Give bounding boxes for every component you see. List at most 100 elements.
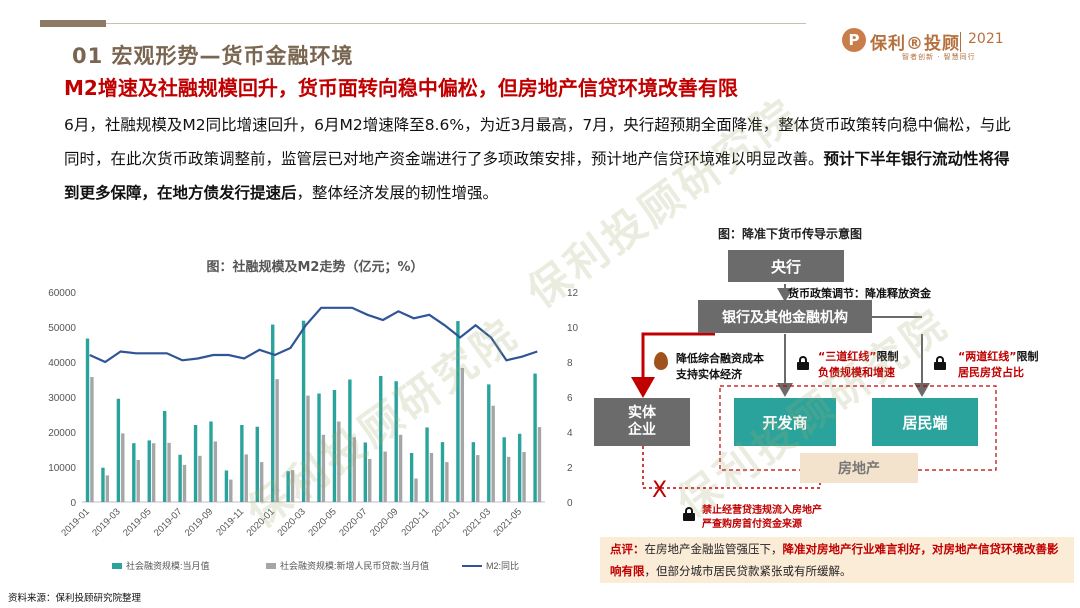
bar-social-financing — [271, 324, 275, 502]
bar-new-rmb-loans — [337, 421, 341, 502]
bar-social-financing — [456, 321, 460, 502]
policy-label: 货币政策调节：降准释放资金 — [788, 287, 931, 300]
y-left-tick-label: 60000 — [48, 288, 76, 299]
comment-box: 点评：在房地产金融监管强压下，降准对房地产行业难言利好，对房地产信贷环境改善影响… — [600, 537, 1074, 583]
entity-line1: 实体 — [628, 405, 656, 421]
legend-label: M2:同比 — [486, 560, 519, 571]
bar-new-rmb-loans — [213, 441, 218, 502]
line-m2-yoy — [89, 306, 538, 364]
body-text-1: 6月，社融规模及M2同比增速回升，6月M2增速降至8.6%，为近3月最高，7月，… — [64, 116, 1011, 168]
bar-social-financing — [425, 427, 429, 502]
arrow-banks-to-entity — [631, 332, 715, 398]
real-estate-box: 房地产 — [800, 453, 918, 483]
bar-new-rmb-loans — [398, 434, 403, 502]
bar-social-financing — [286, 471, 290, 502]
headline: M2增速及社融规模回升，货币面转向稳中偏松，但房地产信贷环境改善有限 — [64, 76, 738, 100]
legend-label: 社会融资规模:当月值 — [126, 560, 210, 571]
bar-new-rmb-loans — [414, 478, 418, 502]
bar-social-financing — [132, 443, 136, 502]
entity-box: 实体 企业 — [594, 398, 690, 446]
bar-new-rmb-loans — [167, 442, 171, 502]
brand-slogan: 智者创新 · 智慧同行 — [902, 53, 976, 61]
bar-social-financing — [209, 421, 213, 502]
y-left-tick-label: 20000 — [48, 428, 76, 439]
bar-social-financing — [147, 440, 151, 502]
bar-social-financing — [301, 320, 306, 502]
bar-social-financing — [85, 338, 90, 502]
banks-box: 银行及其他金融机构 — [698, 300, 872, 333]
bar-new-rmb-loans — [445, 462, 449, 502]
two-red-lines-label: “两道红线”限制 — [958, 348, 1038, 364]
two-red-rest: 限制 — [1016, 350, 1039, 363]
bar-new-rmb-loans — [121, 433, 125, 502]
bar-new-rmb-loans — [522, 451, 526, 502]
y-right-tick-label: 8 — [567, 358, 573, 369]
y-right-tick-label: 2 — [567, 463, 573, 474]
y-right-tick-label: 0 — [567, 498, 573, 509]
bar-new-rmb-loans — [290, 470, 295, 502]
accent-line — [106, 23, 806, 24]
bar-new-rmb-loans — [105, 475, 110, 502]
brand-name: 保利®投顾 — [870, 34, 960, 54]
bar-social-financing — [193, 425, 198, 502]
oil-drop-icon — [654, 352, 668, 370]
bar-new-rmb-loans — [229, 479, 233, 502]
bar-social-financing — [533, 373, 537, 502]
source-note: 资料来源：保利投顾研究院整理 — [8, 593, 142, 604]
bar-social-financing — [317, 393, 321, 502]
bar-new-rmb-loans — [429, 453, 434, 502]
diagram-title: 图：降准下货币传导示意图 — [718, 227, 863, 241]
three-red-lines-label: “三道红线”限制 — [818, 348, 898, 364]
bar-new-rmb-loans — [383, 451, 387, 502]
lower-cost-line2: 支持实体经济 — [676, 368, 742, 381]
bar-social-financing — [379, 376, 383, 502]
bar-social-financing — [332, 390, 337, 502]
y-right-tick-label: 12 — [567, 288, 579, 299]
bar-social-financing — [255, 426, 259, 502]
entity-line2: 企业 — [628, 422, 656, 438]
lock-icon — [934, 356, 946, 370]
central-bank-box: 央行 — [728, 250, 844, 282]
bar-new-rmb-loans — [352, 437, 356, 502]
y-left-tick-label: 0 — [70, 498, 76, 509]
section-title: 01 宏观形势—货币金融环境 — [72, 44, 354, 68]
comment-highlight: 降准对房地产行业难言利好，对房地产信贷环境改善影响有限 — [610, 542, 1059, 578]
bar-new-rmb-loans — [136, 460, 140, 502]
accent-bar — [40, 20, 106, 27]
y-right-tick-label: 4 — [567, 428, 573, 439]
lock-icon — [683, 507, 695, 521]
comment-text-1: 在房地产金融监管强压下， — [644, 542, 783, 556]
bar-new-rmb-loans — [275, 379, 279, 502]
bar-new-rmb-loans — [506, 456, 511, 502]
brand-year: 2021 — [968, 31, 1004, 47]
y-left-tick-label: 40000 — [48, 358, 76, 369]
body-paragraph: 6月，社融规模及M2同比增速回升，6月M2增速降至8.6%，为近3月最高，7月，… — [64, 108, 1024, 210]
bar-social-financing — [440, 442, 445, 502]
comment-text-2: ，但部分城市居民贷款紧张或有所缓解。 — [644, 564, 852, 578]
ban-line2: 严查购房首付资金来源 — [702, 519, 802, 530]
x-mark-icon: X — [652, 478, 668, 503]
legend-swatch-new-rmb-loans — [266, 563, 276, 569]
bar-new-rmb-loans — [460, 367, 465, 502]
lower-cost-line1: 降低综合融资成本 — [676, 352, 764, 365]
bar-social-financing — [224, 470, 229, 502]
bar-new-rmb-loans — [151, 443, 156, 502]
lock-icon — [797, 356, 809, 370]
bar-new-rmb-loans — [259, 462, 264, 502]
bar-social-financing — [178, 454, 182, 502]
chart-svg: 0 10000 20000 30000 40000 50000 60000 0 2 4 6 8 10 12… — [48, 288, 579, 571]
bar-new-rmb-loans — [491, 405, 495, 502]
bar-social-financing — [162, 411, 167, 502]
body-text-2: ，整体经济发展的韧性增强。 — [296, 184, 499, 202]
brand-logo-icon: P — [842, 28, 866, 52]
bar-social-financing — [502, 437, 506, 502]
y-left-tick-label: 30000 — [48, 393, 76, 404]
bar-social-financing — [517, 433, 522, 502]
y-right-tick-label: 6 — [567, 393, 573, 404]
brand-separator — [960, 32, 961, 52]
bar-new-rmb-loans — [244, 454, 248, 502]
three-red-rest: 限制 — [876, 350, 899, 363]
bar-social-financing — [471, 442, 476, 502]
bar-new-rmb-loans — [198, 455, 202, 502]
